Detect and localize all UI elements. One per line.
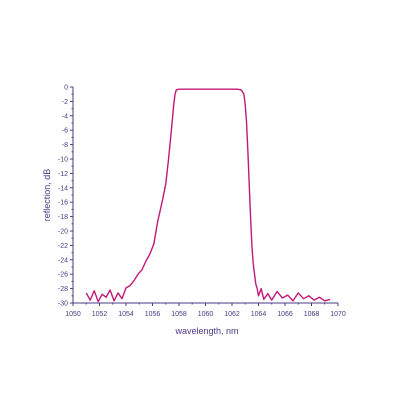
y-tick-label: -10 xyxy=(58,157,68,164)
x-axis-label: wavelength, nm xyxy=(174,326,238,336)
x-axis-ticks: 1050 1052 1054 1056 1058 1060 1062 1064 1066 1068… xyxy=(65,303,346,318)
x-tick-label: 1066 xyxy=(277,311,293,318)
y-tick-label: -8 xyxy=(62,142,68,149)
x-tick-label: 1054 xyxy=(118,311,134,318)
x-tick-label: 1064 xyxy=(251,311,267,318)
y-tick-label: -24 xyxy=(58,257,68,264)
y-tick-label: -22 xyxy=(58,243,68,250)
y-axis-ticks: 0 -2 -4 -6 -8 -10 -12 -14 -16 -18 -20 -22 -24 -26 -28 -… xyxy=(58,85,73,308)
y-tick-label: -18 xyxy=(58,214,68,221)
y-tick-label: -16 xyxy=(58,200,68,207)
x-tick-label: 1058 xyxy=(171,311,187,318)
y-tick-label: -12 xyxy=(58,171,68,178)
x-tick-label: 1070 xyxy=(330,311,346,318)
y-tick-label: 0 xyxy=(64,85,68,92)
y-tick-label: -28 xyxy=(58,286,68,293)
x-tick-label: 1062 xyxy=(224,311,240,318)
y-tick-label: -4 xyxy=(62,113,68,120)
x-tick-label: 1052 xyxy=(92,311,108,318)
reflection-series-line xyxy=(85,88,331,303)
x-tick-label: 1060 xyxy=(198,311,214,318)
y-tick-label: -30 xyxy=(58,301,68,308)
x-tick-label: 1068 xyxy=(304,311,320,318)
x-tick-label: 1050 xyxy=(65,311,81,318)
y-tick-label: -26 xyxy=(58,272,68,279)
y-tick-label: -20 xyxy=(58,229,68,236)
y-tick-label: -2 xyxy=(62,99,68,106)
x-tick-label: 1056 xyxy=(145,311,161,318)
y-tick-label: -6 xyxy=(62,128,68,135)
y-axis-label: reflection, dB xyxy=(42,169,52,222)
y-tick-label: -14 xyxy=(58,185,68,192)
